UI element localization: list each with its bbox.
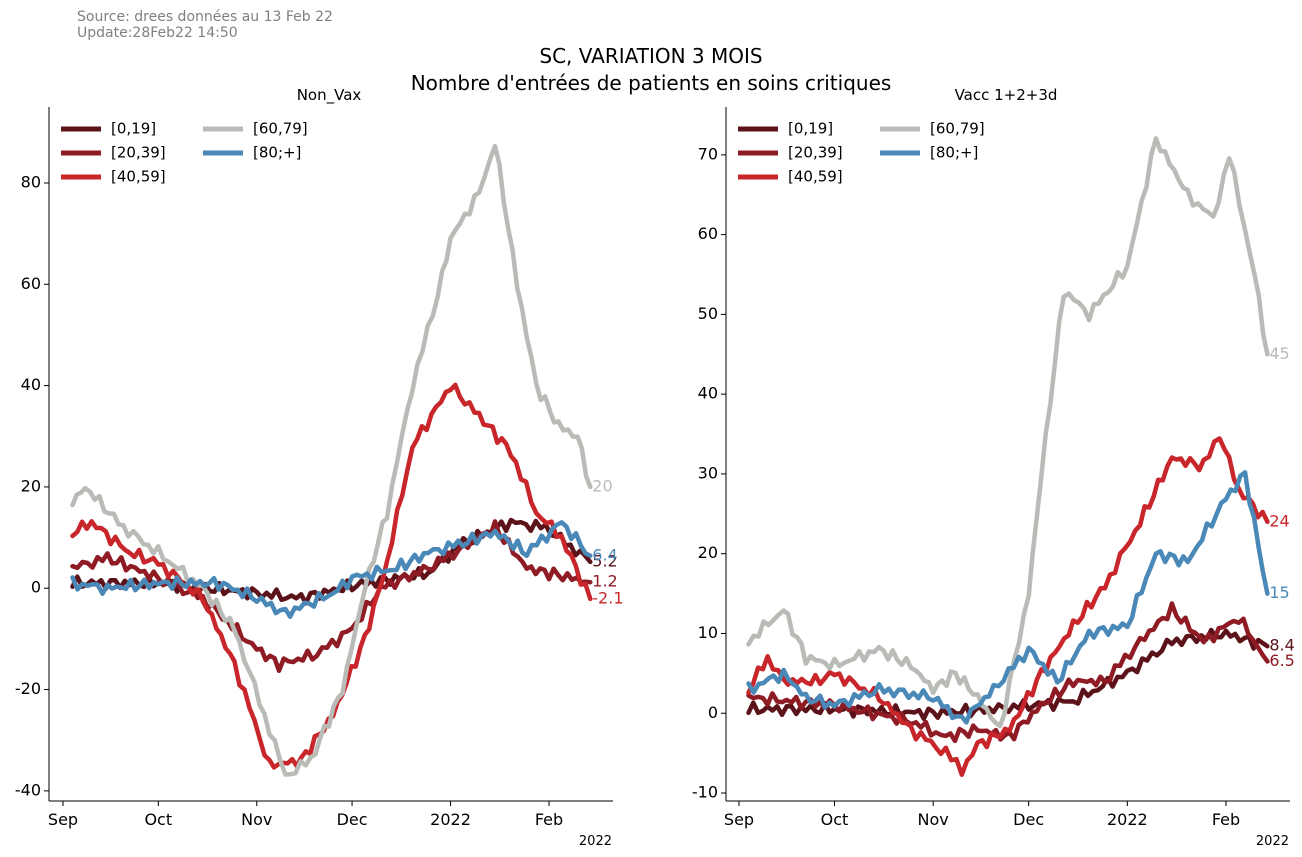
series-line-4 (70, 143, 593, 777)
y-tick-label: 30 (698, 463, 718, 482)
end-value-label: 45 (1269, 344, 1289, 363)
legend-entry-label: [40,59] (111, 168, 166, 186)
chart-panel-1 (44, 107, 613, 806)
y-tick-label: 50 (698, 304, 718, 323)
x-tick-label: Sep (48, 810, 78, 829)
end-value-label: 1.2 (592, 572, 617, 591)
y-tick-label: 60 (21, 274, 41, 293)
y-tick-label: 40 (21, 375, 41, 394)
x-tick-label: Dec (1013, 810, 1044, 829)
x-offset-label: 2022 (1256, 834, 1289, 849)
legend-entry-label: [20,39] (788, 144, 843, 162)
x-tick-label: Nov (241, 810, 272, 829)
y-tick-label: -20 (15, 679, 41, 698)
y-tick-label: 20 (698, 543, 718, 562)
series-line-4 (746, 136, 1270, 729)
x-tick-label: 2022 (1107, 810, 1148, 829)
y-tick-label: 10 (698, 623, 718, 642)
end-value-label: 20 (592, 476, 612, 495)
legend-entry-label: [60,79] (253, 120, 308, 138)
panel-title: Vacc 1+2+3d (955, 86, 1058, 104)
update-note: Update:28Feb22 14:50 (77, 25, 238, 41)
legend-entry-label: [20,39] (111, 144, 166, 162)
end-value-label: -2.1 (592, 588, 623, 607)
x-tick-label: 2022 (430, 810, 471, 829)
y-tick-label: 0 (708, 703, 718, 722)
y-tick-label: 0 (31, 578, 41, 597)
y-tick-label: 40 (698, 384, 718, 403)
end-value-label: 8.4 (1269, 636, 1294, 655)
chart-panel-2 (721, 107, 1290, 806)
legend-entry-label: [0,19] (788, 120, 833, 138)
end-value-label: 5.2 (592, 551, 617, 570)
y-tick-label: 70 (698, 144, 718, 163)
panel-title: Non_Vax (297, 86, 362, 105)
x-offset-label: 2022 (579, 834, 612, 849)
y-tick-label: -40 (15, 780, 41, 799)
y-tick-label: 80 (21, 172, 41, 191)
figure-subtitle: Nombre d'entrées de patients en soins cr… (410, 71, 892, 95)
x-tick-label: Dec (337, 810, 368, 829)
y-tick-label: 60 (698, 224, 718, 243)
legend-entry-label: [40,59] (788, 168, 843, 186)
x-tick-label: Feb (535, 810, 563, 829)
figure-title: SC, VARIATION 3 MOIS (539, 44, 763, 68)
end-value-label: 15 (1269, 583, 1289, 602)
x-tick-label: Sep (724, 810, 754, 829)
y-tick-label: -10 (692, 783, 718, 802)
legend-entry-label: [80;+] (253, 144, 301, 162)
x-tick-label: Nov (918, 810, 949, 829)
x-tick-label: Oct (821, 810, 849, 829)
end-value-label: 24 (1269, 511, 1289, 530)
end-value-label: 6.4 (592, 545, 617, 564)
legend (61, 126, 243, 180)
y-tick-label: 20 (21, 476, 41, 495)
source-note: Source: drees données au 13 Feb 22 (77, 9, 333, 25)
x-tick-label: Feb (1212, 810, 1240, 829)
legend-entry-label: [60,79] (930, 120, 985, 138)
end-value-label: 6.5 (1269, 651, 1294, 670)
legend (738, 126, 920, 180)
legend-entry-label: [0,19] (111, 120, 156, 138)
legend-entry-label: [80;+] (930, 144, 978, 162)
series-line-5 (70, 520, 593, 619)
x-tick-label: Oct (144, 810, 172, 829)
series-line-5 (746, 470, 1270, 725)
series-line-3 (746, 436, 1270, 777)
